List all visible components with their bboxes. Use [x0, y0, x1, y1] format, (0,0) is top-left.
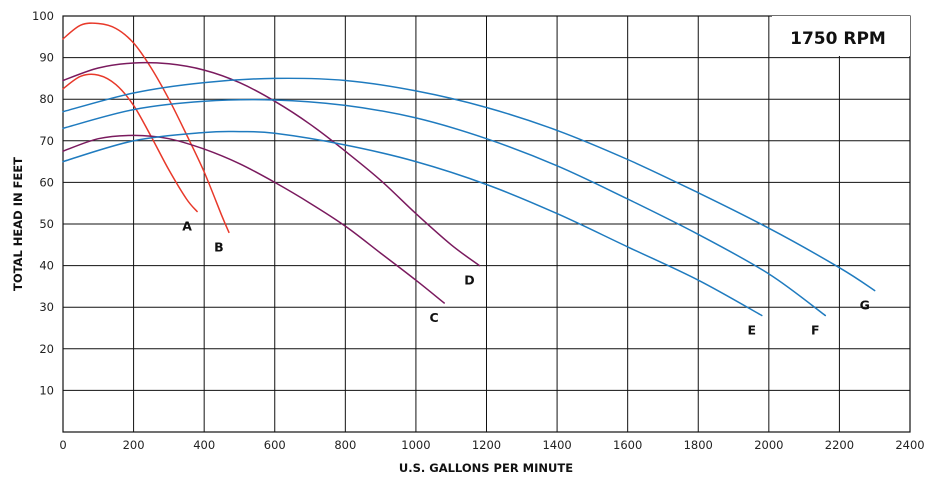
y-tick-label: 80 [39, 92, 54, 106]
y-tick-label: 10 [39, 383, 54, 397]
x-tick-labels: 0 200 400 600 800 1000 1200 1400 1600 1800 2000 220… [59, 438, 924, 452]
y-tick-label: 90 [39, 51, 54, 65]
x-tick-label: 1600 [613, 438, 642, 452]
y-tick-label: 40 [39, 259, 54, 273]
x-tick-label: 1800 [684, 438, 713, 452]
x-tick-label: 2000 [754, 438, 783, 452]
y-tick-label: 70 [39, 134, 54, 148]
curve-g [62, 77, 876, 292]
curve-d [62, 61, 481, 267]
performance-curves [62, 22, 876, 317]
x-tick-label: 400 [193, 438, 215, 452]
x-axis-title: U.S. GALLONS PER MINUTE [399, 461, 573, 475]
curve-labels: A B C D E F G [182, 219, 870, 338]
curve-b [62, 22, 230, 234]
curve-label-f: F [811, 323, 820, 338]
plot-frame [62, 15, 911, 433]
curve-a [62, 73, 198, 213]
rpm-box [772, 16, 910, 56]
y-axis-title: TOTAL HEAD IN FEET [11, 157, 25, 291]
curve-label-d: D [464, 273, 474, 288]
y-tick-label: 60 [39, 175, 54, 189]
y-tick-label: 20 [39, 342, 54, 356]
x-tick-label: 800 [334, 438, 356, 452]
x-tick-label: 2200 [825, 438, 854, 452]
x-tick-label: 1400 [542, 438, 571, 452]
x-tick-label: 600 [264, 438, 286, 452]
curve-label-g: G [860, 298, 870, 313]
curve-label-b: B [214, 239, 224, 254]
x-tick-label: 1000 [401, 438, 430, 452]
curve-label-e: E [748, 323, 757, 338]
curve-label-c: C [430, 310, 439, 325]
y-tick-label: 100 [32, 9, 54, 23]
curve-e [62, 130, 763, 317]
curve-label-a: A [182, 219, 192, 234]
curve-c [62, 134, 445, 304]
x-tick-label: 200 [123, 438, 145, 452]
y-tick-label: 50 [39, 217, 54, 231]
rpm-annotation: 1750 RPM [790, 29, 886, 49]
x-tick-label: 1200 [472, 438, 501, 452]
y-tick-label: 30 [39, 300, 54, 314]
x-tick-label: 2400 [895, 438, 924, 452]
grid-lines [63, 16, 910, 432]
y-tick-labels: 10 20 30 40 50 60 70 80 90 100 [32, 9, 54, 397]
x-tick-label: 0 [59, 438, 66, 452]
curve-f [62, 98, 827, 317]
